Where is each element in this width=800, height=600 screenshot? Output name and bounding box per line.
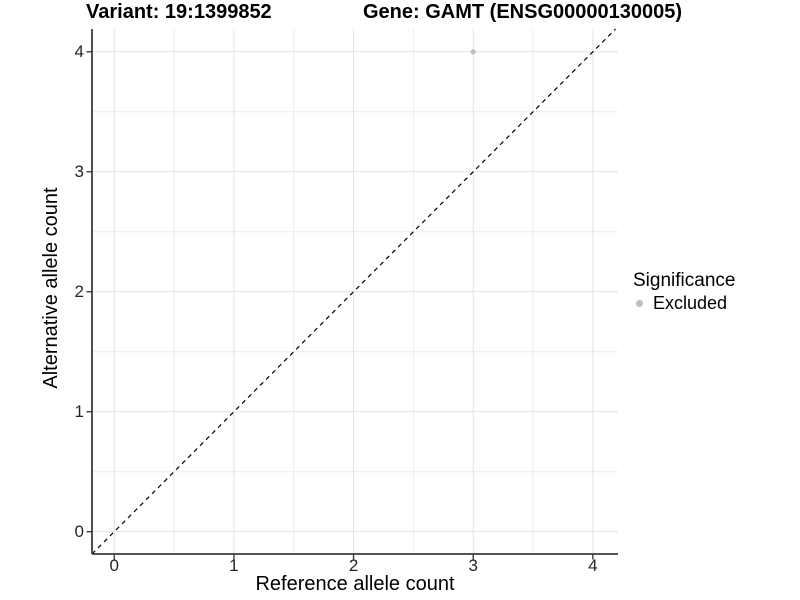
y-axis-title: Alternative allele count [40,187,62,389]
legend-title: Significance [633,270,736,291]
x-tick-label: 2 [348,556,359,575]
x-axis-title: Reference allele count [255,573,455,595]
x-tick-label: 0 [109,556,119,575]
legend-item-label: Excluded [653,293,728,313]
x-tick-label: 4 [588,556,598,575]
data-point-excluded [470,49,476,55]
x-tick-label: 1 [229,556,239,575]
y-tick-label: 4 [74,41,84,61]
y-tick-label: 1 [74,401,84,421]
plot-title-gene: Gene: GAMT (ENSG00000130005) [363,1,683,23]
legend: Significance Excluded [633,270,736,314]
x-tick-label: 3 [468,556,478,575]
y-tick-label: 0 [74,521,84,541]
legend-dot-excluded-icon [636,299,643,307]
y-tick-label: 3 [74,161,84,181]
legend-item-excluded: Excluded [633,293,735,313]
y-tick-label: 2 [74,281,84,301]
plot-title-variant: Variant: 19:1399852 [86,1,272,23]
